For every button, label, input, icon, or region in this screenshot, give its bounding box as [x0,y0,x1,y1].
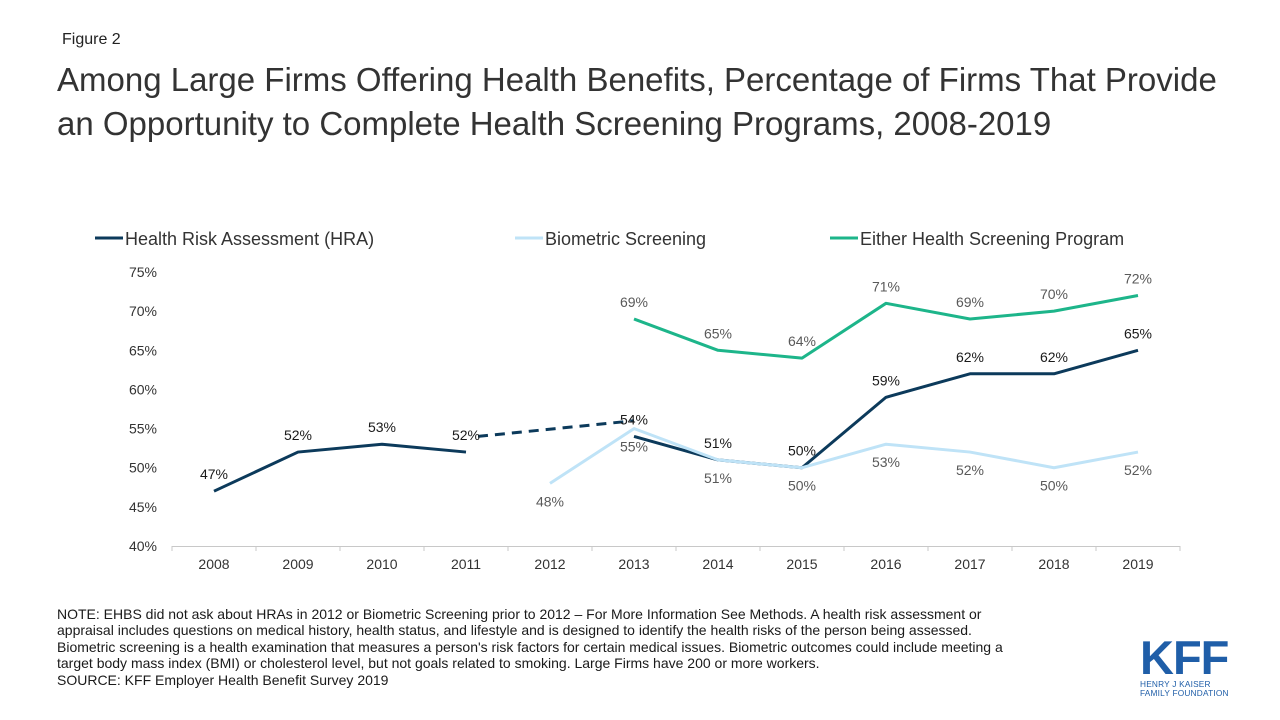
data-label: 48% [536,493,564,509]
x-tick-label: 2013 [618,556,649,572]
data-label: 54% [620,411,648,427]
legend-label: Health Risk Assessment (HRA) [125,229,374,249]
x-tick-label: 2009 [282,556,313,572]
y-tick-label: 65% [129,342,157,358]
y-tick-label: 50% [129,460,157,476]
legend-label: Biometric Screening [545,229,706,249]
data-label: 64% [788,333,816,349]
series-gap-dashed-line [477,419,635,438]
source-line: SOURCE: KFF Employer Health Benefit Surv… [57,671,389,688]
x-tick-label: 2014 [702,556,733,572]
x-tick-label: 2019 [1122,556,1153,572]
data-label: 59% [872,372,900,388]
logo-line1: HENRY J KAISER [1140,679,1211,689]
data-label: 52% [956,462,984,478]
data-label: 72% [1124,270,1152,286]
x-tick-label: 2017 [954,556,985,572]
y-tick-label: 55% [129,421,157,437]
data-label: 52% [284,427,312,443]
series-line [213,442,467,493]
data-label: 51% [704,470,732,486]
y-tick-label: 40% [129,538,157,554]
x-tick-label: 2011 [451,556,481,572]
chart-title: Among Large Firms Offering Health Benefi… [57,61,1217,142]
logo-line2: FAMILY FOUNDATION [1140,688,1229,698]
x-tick-label: 2010 [366,556,397,572]
y-tick-label: 45% [129,499,157,515]
data-label: 47% [200,466,228,482]
data-label: 70% [1040,286,1068,302]
note-line: Biometric screening is a health examinat… [57,638,1003,655]
series-line [549,427,1139,485]
footnote: NOTE: EHBS did not ask about HRAs in 201… [57,606,1157,688]
x-tick-label: 2008 [198,556,229,572]
x-tick-label: 2016 [870,556,901,572]
data-label: 69% [620,294,648,310]
data-label: 52% [452,427,480,443]
x-tick-label: 2012 [534,556,565,572]
data-label: 69% [956,294,984,310]
y-tick-label: 75% [129,264,157,280]
data-label: 71% [872,278,900,294]
data-label: 65% [704,325,732,341]
note-line: appraisal includes questions on medical … [57,622,972,639]
data-label: 55% [620,439,648,455]
data-label: 62% [956,349,984,365]
data-label: 50% [788,478,816,494]
note-line: target body mass index (BMI) or choleste… [57,655,820,672]
series-line [633,294,1139,360]
logo-mark: KFF [1140,631,1229,684]
data-label: 52% [1124,462,1152,478]
data-label: 65% [1124,325,1152,341]
y-tick-label: 70% [129,303,157,319]
data-label: 62% [1040,349,1068,365]
x-tick-label: 2018 [1038,556,1069,572]
data-label: 51% [704,435,732,451]
x-tick-label: 2015 [786,556,817,572]
note-line: NOTE: EHBS did not ask about HRAs in 201… [57,606,982,622]
data-label: 50% [788,443,816,459]
data-label: 53% [872,454,900,470]
legend-label: Either Health Screening Program [860,229,1124,249]
kff-logo: KFF HENRY J KAISER FAMILY FOUNDATION [1140,631,1240,700]
figure-label: Figure 2 [62,31,121,48]
data-label: 53% [368,419,396,435]
line-chart: 2008 2009 2010 2011 2012 2013 2014 2015 2016 2017… [95,229,1181,572]
y-tick-label: 60% [129,381,157,397]
data-label: 50% [1040,478,1068,494]
